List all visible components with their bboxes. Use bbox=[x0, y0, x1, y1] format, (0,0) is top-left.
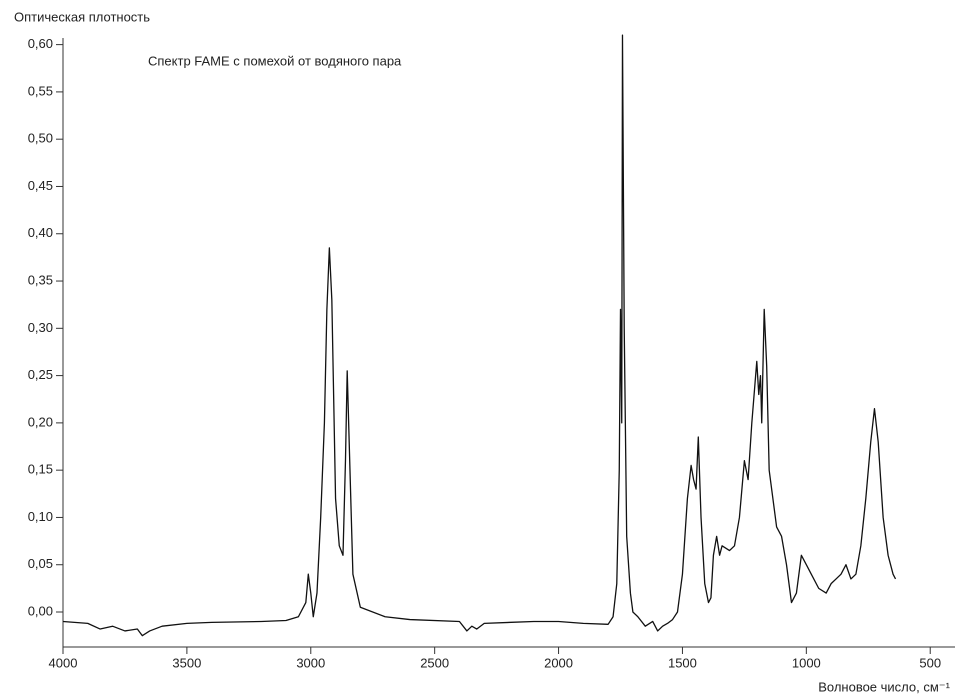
y-tick-label: 0,50 bbox=[28, 131, 53, 146]
y-tick-label: 0,00 bbox=[28, 603, 53, 618]
x-tick-label: 4000 bbox=[49, 655, 78, 670]
y-tick-label: 0,55 bbox=[28, 83, 53, 98]
y-tick-label: 0,15 bbox=[28, 462, 53, 477]
y-tick-label: 0,35 bbox=[28, 272, 53, 287]
y-tick-label: 0,25 bbox=[28, 367, 53, 382]
annotation: Спектр FAME с помехой от водяного пара bbox=[148, 53, 402, 68]
y-tick-label: 0,05 bbox=[28, 556, 53, 571]
spectrum-line bbox=[62, 34, 897, 637]
y-tick-label: 0,60 bbox=[28, 36, 53, 51]
x-tick-label: 1000 bbox=[792, 655, 821, 670]
y-tick-label: 0,45 bbox=[28, 178, 53, 193]
y-tick-label: 0,30 bbox=[28, 320, 53, 335]
x-tick-label: 2500 bbox=[420, 655, 449, 670]
x-tick-label: 3500 bbox=[172, 655, 201, 670]
x-axis-label: Волновое число, см⁻¹ bbox=[818, 679, 950, 694]
x-tick-label: 2000 bbox=[544, 655, 573, 670]
x-tick-label: 3000 bbox=[296, 655, 325, 670]
y-tick-label: 0,10 bbox=[28, 509, 53, 524]
x-tick-label: 500 bbox=[919, 655, 941, 670]
y-tick-label: 0,20 bbox=[28, 414, 53, 429]
x-tick-label: 1500 bbox=[668, 655, 697, 670]
y-axis-label: Оптическая плотность bbox=[14, 9, 150, 24]
y-tick-label: 0,40 bbox=[28, 225, 53, 240]
